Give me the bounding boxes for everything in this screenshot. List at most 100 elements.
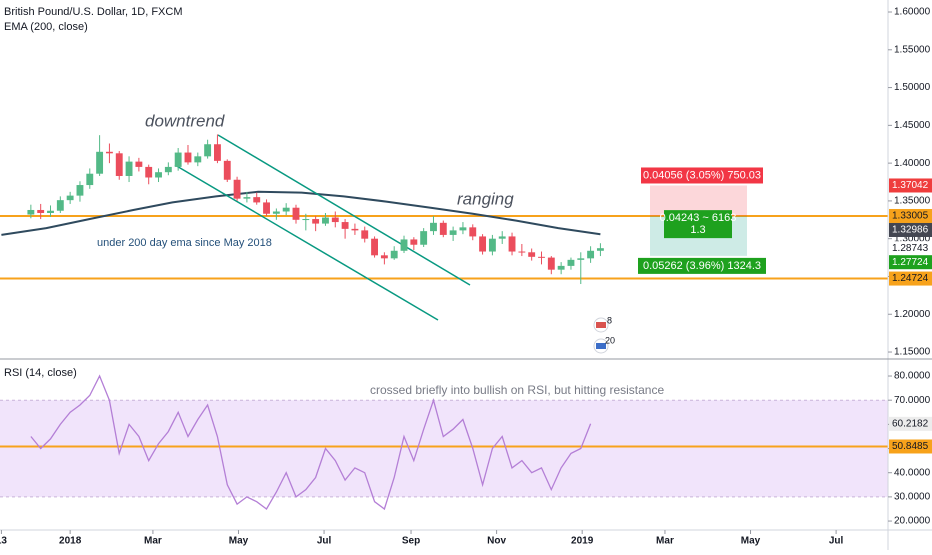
- price-tag: [889, 178, 932, 193]
- candle-body: [361, 230, 369, 239]
- event-count: 8: [607, 315, 612, 325]
- price-tag: [889, 439, 932, 454]
- x-tick-label: 2019: [571, 536, 594, 547]
- x-tick-label: Jul: [317, 536, 332, 547]
- rsi-line: [30, 374, 592, 511]
- x-tick-label: Jul: [829, 536, 844, 547]
- candle-body: [577, 258, 585, 260]
- rsi-band: [0, 400, 888, 497]
- annotation: under 200 day ema since May 2018: [97, 237, 272, 249]
- price-tag-label: 1.28743: [892, 243, 929, 254]
- candle-body: [557, 265, 565, 270]
- candle-body: [194, 156, 202, 163]
- candle-body: [115, 153, 123, 176]
- plot-layer: [27, 134, 604, 511]
- y-tick-label: 1.20000: [894, 309, 931, 320]
- position-label-bg: [664, 210, 732, 239]
- price-tag-label: 1.24724: [892, 273, 929, 284]
- candle-body: [341, 222, 349, 229]
- y-tick-label: 1.35000: [894, 196, 931, 207]
- position-label-bg: [638, 257, 766, 274]
- channel-line: [174, 164, 439, 321]
- candle-body: [400, 239, 408, 251]
- candle-body: [587, 250, 595, 259]
- x-tick-label: May: [229, 536, 249, 547]
- price-tag: [889, 271, 932, 286]
- event-flag: [596, 322, 606, 328]
- channel-line: [217, 134, 471, 286]
- price-tag: [889, 222, 932, 237]
- candle-body: [420, 231, 428, 245]
- price-tag-label: 1.37042: [892, 180, 929, 191]
- event-count: 20: [605, 335, 615, 345]
- x-tick-label: 2018: [59, 536, 82, 547]
- candle-body: [272, 211, 280, 214]
- candle-body: [66, 195, 74, 201]
- candle-body: [243, 197, 251, 199]
- candle-body: [528, 252, 536, 257]
- event-flag: [596, 343, 606, 349]
- y-tick-label: 80.0000: [894, 371, 931, 382]
- price-tag: [889, 241, 932, 256]
- candle-body: [37, 209, 45, 214]
- background-layer: [0, 185, 888, 498]
- x-tick-label: Nov: [487, 536, 506, 547]
- candle-body: [164, 166, 172, 173]
- candle-body: [449, 230, 457, 235]
- price-tag: [889, 255, 932, 270]
- candle-body: [56, 200, 64, 211]
- candle-body: [145, 166, 153, 178]
- candle-body: [439, 222, 447, 235]
- candle-body: [351, 228, 359, 231]
- candle-body: [508, 236, 516, 252]
- y-tick-label: 1.40000: [894, 158, 931, 169]
- candle-body: [322, 217, 329, 224]
- y-tick-label: 1.15000: [894, 347, 931, 358]
- x-tick-label: Sep: [402, 536, 420, 547]
- candle-body: [331, 217, 339, 223]
- candle-body: [567, 259, 575, 266]
- ema-line: [1, 190, 601, 236]
- x-tick-label: May: [741, 536, 761, 547]
- x-tick-label: Mar: [144, 536, 162, 547]
- candle-body: [105, 151, 113, 154]
- y-tick-label: 1.45000: [894, 120, 931, 131]
- y-tick-label: 1.60000: [894, 7, 931, 18]
- candle-body: [76, 185, 84, 196]
- candle-body: [155, 172, 162, 178]
- annotation: ranging: [457, 189, 514, 208]
- price-tag-label: 1.33005: [892, 211, 929, 222]
- candle-body: [96, 151, 104, 174]
- candle-body: [253, 197, 261, 203]
- y-tick-label: 20.0000: [894, 516, 931, 527]
- candle-body: [223, 160, 231, 180]
- candle-body: [302, 219, 310, 221]
- candle-body: [174, 152, 182, 167]
- price-tag-label: 60.2182: [892, 418, 929, 429]
- candle-body: [538, 256, 545, 258]
- x-tick-label: 13: [0, 536, 7, 547]
- position-label-bg: [641, 167, 763, 184]
- candle-body: [184, 152, 192, 163]
- candle-body: [479, 236, 487, 252]
- price-tag: [889, 208, 932, 223]
- position-label: 1.3: [690, 224, 705, 236]
- candle-body: [371, 238, 378, 256]
- position-label: 0.04056 (3.05%) 750.03: [643, 169, 761, 181]
- price-tag-label: 50.8485: [892, 441, 929, 452]
- candle-body: [86, 173, 94, 186]
- candle-body: [518, 251, 526, 253]
- candle-body: [469, 227, 477, 237]
- candle-body: [312, 219, 320, 224]
- candle-body: [27, 209, 35, 215]
- candle-body: [459, 227, 467, 231]
- candle-body: [410, 239, 418, 245]
- candle-body: [596, 248, 604, 251]
- candle-body: [488, 238, 496, 252]
- chart-title: British Pound/U.S. Dollar, 1D, FXCM: [4, 6, 183, 18]
- price-tag: [889, 416, 932, 431]
- price-tag-label: 1.27724: [892, 257, 929, 268]
- candle-body: [430, 222, 437, 232]
